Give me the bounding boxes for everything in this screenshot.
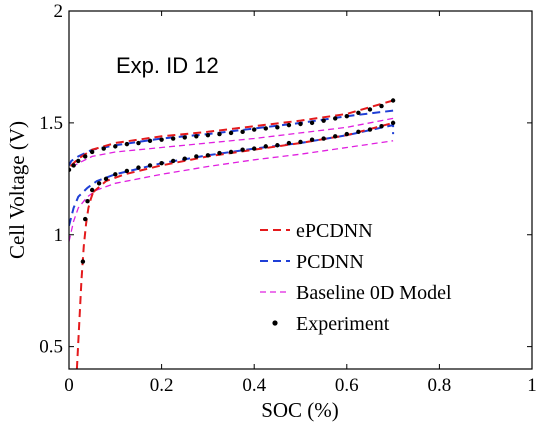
ticks-layer: 0 0.2 0.4 0.6 0.8 1 0.5 1 1.5 2 xyxy=(39,1,537,396)
experiment-point xyxy=(379,103,384,109)
experiment-point xyxy=(356,110,361,116)
y-axis-label: Cell Voltage (V) xyxy=(5,121,29,259)
y-tick-label: 0.5 xyxy=(39,337,63,358)
experiment-point xyxy=(124,168,130,174)
experiment-point xyxy=(113,172,118,177)
pcdnn-line xyxy=(69,109,394,166)
experiment-point xyxy=(89,149,95,155)
annotation-text: Exp. ID 12 xyxy=(116,53,219,78)
experiment-point xyxy=(263,144,268,149)
experiment-point xyxy=(309,137,315,142)
x-tick-label: 0.8 xyxy=(428,375,452,396)
epcdnn-line xyxy=(75,191,95,369)
x-tick-label: 0.6 xyxy=(335,375,359,396)
experiment-point xyxy=(159,160,164,166)
legend-label-baseline-0d-model: Baseline 0D Model xyxy=(296,282,452,304)
experiment-point xyxy=(136,165,141,170)
x-axis-label: SOC (%) xyxy=(261,398,339,422)
experiment-point xyxy=(321,136,326,141)
experiment-point xyxy=(182,135,187,140)
legend-label-experiment: Experiment xyxy=(296,313,390,335)
experiment-point xyxy=(252,127,257,132)
experiment-point xyxy=(170,158,176,164)
experiment-point xyxy=(217,150,222,156)
experiment-point xyxy=(228,149,234,155)
experiment-point xyxy=(83,216,88,222)
experiment-point xyxy=(240,147,245,152)
experiment-point xyxy=(205,153,211,158)
experiment-point xyxy=(76,158,81,164)
x-tick-label: 0 xyxy=(64,375,74,396)
experiment-point xyxy=(71,163,76,168)
y-tick-label: 2 xyxy=(54,1,64,22)
experiment-point xyxy=(333,116,338,121)
experiment-point xyxy=(252,146,257,151)
x-tick-label: 0.2 xyxy=(150,375,174,396)
epcdnn-line xyxy=(69,99,394,171)
plot-frame xyxy=(68,10,533,370)
y-tick-label: 1 xyxy=(54,225,64,246)
experiment-point xyxy=(228,130,234,136)
experiment-point xyxy=(136,140,141,146)
experiment-point xyxy=(298,121,303,127)
experiment-point xyxy=(298,139,303,145)
legend-label-epcdnn: ePCDNN xyxy=(296,220,373,242)
experiment-point xyxy=(182,156,187,161)
experiment-point xyxy=(80,259,86,264)
baseline-0d-model-line xyxy=(69,140,394,242)
experiment-point xyxy=(275,125,280,130)
experiment-point xyxy=(356,129,361,135)
experiment-point xyxy=(124,141,130,147)
experiment-point xyxy=(379,124,384,129)
experiment-point xyxy=(367,127,373,132)
experiment-point xyxy=(309,120,315,126)
experiment-point xyxy=(286,122,292,128)
experiment-point xyxy=(159,137,164,142)
experiment-point xyxy=(333,134,338,139)
experiment-point xyxy=(275,143,280,148)
experiment-point xyxy=(113,144,118,149)
y-tick-label: 1.5 xyxy=(39,113,63,134)
experiment-point xyxy=(96,181,102,186)
legend: ePCDNN PCDNN Baseline 0D Model Experiment xyxy=(260,220,452,335)
legend-label-pcdnn: PCDNN xyxy=(296,251,364,273)
experiment-point xyxy=(263,126,268,131)
experiment-point xyxy=(170,136,176,141)
experiment-point xyxy=(101,146,106,151)
experiment-point xyxy=(194,134,199,139)
experiment-point xyxy=(83,154,88,159)
x-tick-label: 1 xyxy=(527,375,537,396)
series-layer xyxy=(69,98,396,369)
experiment-point xyxy=(194,154,199,159)
experiment-point xyxy=(217,131,222,137)
experiment-point xyxy=(344,131,349,137)
experiment-point xyxy=(205,132,211,138)
experiment-point xyxy=(85,198,90,204)
experiment-point xyxy=(89,187,95,193)
legend-marker-experiment xyxy=(272,320,278,326)
experiment-point xyxy=(240,129,245,135)
experiment-point xyxy=(390,120,396,126)
x-tick-label: 0.4 xyxy=(242,375,266,396)
experiment-point xyxy=(321,118,326,123)
experiment-point xyxy=(286,140,292,146)
experiment-point xyxy=(390,98,396,103)
baseline-0d-model-line xyxy=(69,117,394,171)
experiment-point xyxy=(147,163,153,168)
experiment-point xyxy=(367,107,373,112)
experiment-point xyxy=(103,176,109,182)
experiment-point xyxy=(147,138,153,143)
experiment-point xyxy=(344,113,349,119)
